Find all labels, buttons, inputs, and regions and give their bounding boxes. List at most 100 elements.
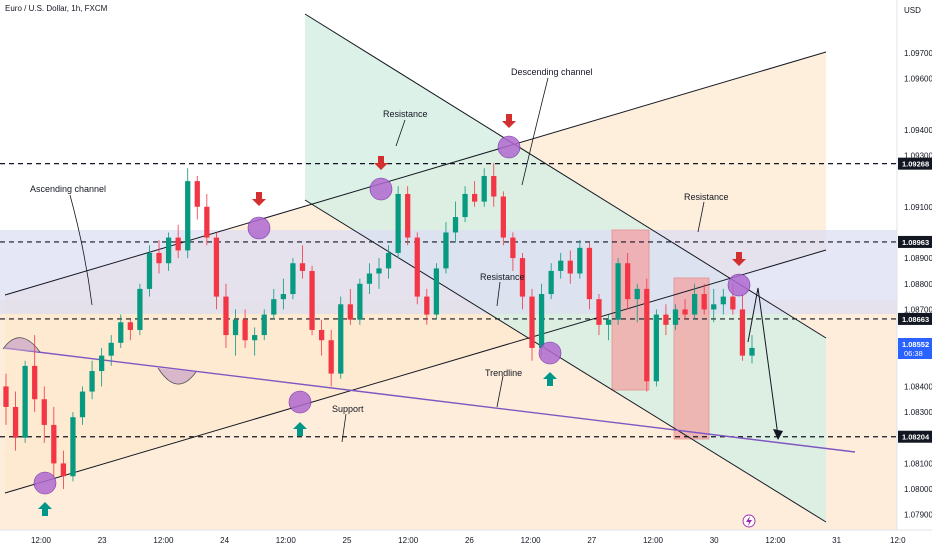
candle-body (644, 288, 650, 382)
candle (22, 360, 28, 443)
candle-body (70, 417, 76, 477)
candle-body (510, 237, 516, 259)
candle (146, 245, 153, 297)
ascending-channel-upper[interactable] (4, 51, 827, 296)
last-price-value: 1.08552 (902, 340, 929, 349)
time-tick-label: 12:00 (643, 536, 664, 545)
marker-circle (538, 341, 562, 365)
price-tick-label: 1.08300 (904, 408, 932, 417)
candle-body (472, 193, 478, 202)
candle-body (414, 237, 420, 297)
candle (395, 186, 401, 259)
candle-body (586, 247, 593, 300)
candle (280, 278, 286, 310)
candle-body (299, 263, 306, 271)
marker-circle (369, 177, 393, 201)
last-price-tag: 1.08552 06:38 (898, 338, 932, 359)
candle (634, 283, 640, 323)
price-axis-bg (897, 0, 932, 550)
price-ticks: 1.07900 1.08000 1.08100 1.08300 1.08400 1.087… (904, 49, 932, 520)
candle (366, 263, 373, 295)
marker-circle (247, 216, 271, 240)
candle-body (739, 309, 746, 356)
candle (318, 319, 325, 356)
level-tags: 1.09268 1.08963 1.08663 1.08204 (898, 157, 932, 443)
candle (185, 168, 191, 259)
forecast-path[interactable] (747, 287, 779, 437)
price-tick-label: 1.08000 (904, 485, 932, 494)
candle-body (385, 252, 392, 269)
marker-circle (497, 135, 521, 159)
candle (739, 294, 746, 361)
candle (60, 450, 67, 490)
candle (491, 163, 497, 207)
price-tick-label: 1.09700 (904, 49, 932, 58)
candle (653, 309, 659, 387)
candle-body (395, 193, 401, 253)
candle (156, 240, 162, 274)
candle (577, 240, 583, 279)
candle (175, 224, 181, 259)
time-tick-label: 12:00 (521, 536, 542, 545)
price-tick-label: 1.08700 (904, 305, 932, 314)
candle-body (749, 347, 755, 356)
price-level-tag (898, 235, 932, 248)
price-level-label: 1.08204 (902, 433, 930, 442)
candle (519, 252, 526, 310)
time-tick-label: 30 (710, 536, 719, 545)
candle-body (691, 294, 698, 315)
candle (548, 263, 554, 300)
candle (405, 186, 411, 246)
price-level-label: 1.08663 (902, 315, 929, 324)
candle (213, 232, 220, 310)
candle (3, 373, 9, 425)
candle (79, 386, 86, 425)
ascending-channel-lower[interactable] (4, 249, 827, 494)
candle (433, 263, 440, 320)
candle-body (338, 304, 344, 374)
candle (462, 186, 468, 223)
candle (252, 327, 258, 356)
candle (682, 299, 688, 320)
annotation-resistance-3: Resistance (684, 192, 729, 202)
price-tick-label: 1.09100 (904, 203, 932, 212)
candle-body (433, 268, 440, 315)
pointer-resistance-2 (496, 281, 501, 307)
candle-body (79, 391, 86, 418)
candle (328, 329, 334, 387)
price-tick-label: 1.08400 (904, 382, 932, 391)
candle (118, 314, 124, 348)
time-tick-label: 12:00 (276, 536, 297, 545)
annotation-ascending-channel: Ascending channel (30, 184, 106, 194)
candle-body (519, 258, 526, 297)
price-tick-label: 1.08100 (904, 459, 932, 468)
time-tick-label: 12:00 (398, 536, 419, 545)
up-arrow-icon (293, 422, 307, 436)
candle (299, 245, 306, 279)
candle-body (663, 314, 669, 325)
candle-body (118, 322, 124, 343)
candle (414, 232, 420, 305)
price-tick-label: 1.08800 (904, 280, 932, 289)
candle (290, 258, 296, 300)
last-price-countdown: 06:38 (904, 349, 923, 358)
price-tick-label: 1.09600 (904, 74, 932, 83)
candle (510, 232, 516, 271)
descending-channel-lower[interactable] (304, 199, 827, 523)
candle-body (596, 299, 602, 325)
candle (596, 294, 602, 336)
candle-body (711, 304, 717, 310)
lightning-icon[interactable] (742, 514, 756, 528)
candle (720, 288, 726, 315)
time-ticks: 12:00 23 12:00 24 12:00 25 12:00 26 12:00 27 12:00… (31, 536, 906, 545)
candle-body (232, 319, 239, 336)
candles (3, 163, 755, 490)
candle-body (452, 217, 459, 233)
purple-trendline[interactable] (4, 347, 856, 453)
price-tick-label: 1.09400 (904, 126, 932, 135)
time-tick-label: 12:00 (31, 536, 52, 545)
markers (33, 135, 751, 495)
candle (309, 265, 315, 336)
candle (137, 283, 143, 336)
